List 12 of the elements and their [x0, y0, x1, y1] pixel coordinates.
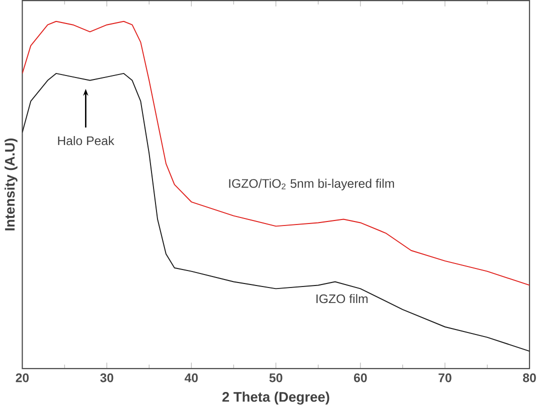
- x-tick-label: 70: [438, 373, 452, 382]
- x-tick-label: 30: [100, 373, 114, 382]
- x-tick-label: 40: [184, 373, 198, 382]
- annotation: Halo Peak: [58, 136, 114, 146]
- x-tick-label: 50: [269, 373, 282, 382]
- series-label: IGZO/TiO$_{2}$ 5nm bi-layered film: [229, 178, 394, 190]
- x-tick-label: 80: [522, 373, 536, 382]
- x-tick-label: 60: [354, 373, 367, 382]
- x-tick-label: 20: [16, 373, 29, 382]
- y-axis-title: Intensity (A.U): [4, 138, 18, 230]
- series-label: IGZO film: [316, 294, 368, 304]
- x-axis-title: 2 Theta (Degree): [222, 392, 330, 404]
